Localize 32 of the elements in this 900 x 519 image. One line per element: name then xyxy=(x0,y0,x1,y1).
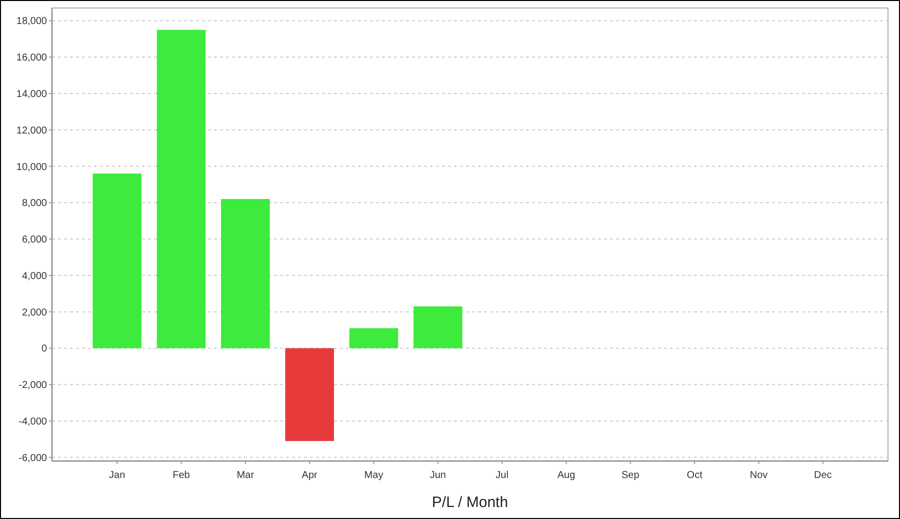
x-tick-label: Aug xyxy=(557,470,576,481)
y-tick-label: 0 xyxy=(41,344,48,355)
y-tick-label: 2,000 xyxy=(22,307,48,318)
y-tick-label: -4,000 xyxy=(18,416,48,428)
y-tick-label: 8,000 xyxy=(22,198,48,210)
x-tick-label: Dec xyxy=(814,470,832,481)
y-tick-label: 12,000 xyxy=(16,125,48,136)
x-tick-label: Jan xyxy=(109,470,126,481)
y-tick-label: -2,000 xyxy=(18,380,48,392)
x-tick-label: Feb xyxy=(172,470,190,481)
bar xyxy=(221,199,270,348)
y-tick-label: -6,000 xyxy=(18,452,48,464)
y-tick-label: 4,000 xyxy=(22,270,48,282)
x-tick-label: Jun xyxy=(430,470,446,481)
x-axis-title: P/L / Month xyxy=(432,494,508,511)
x-tick-label: Mar xyxy=(236,470,255,481)
x-tick-label: Apr xyxy=(302,470,318,481)
x-tick-label: Oct xyxy=(686,470,703,481)
x-tick-label: Sep xyxy=(622,470,640,481)
y-tick-label: 18,000 xyxy=(16,16,48,28)
bar xyxy=(92,174,142,348)
bar xyxy=(285,348,334,441)
y-tick-label: 6,000 xyxy=(22,234,48,246)
bar xyxy=(414,306,462,348)
y-tick-label: 10,000 xyxy=(16,162,48,173)
x-tick-label: May xyxy=(364,470,384,481)
y-tick-label: 16,000 xyxy=(16,52,48,64)
x-tick-label: Jul xyxy=(496,470,508,481)
y-tick-label: 14,000 xyxy=(16,89,48,100)
bar xyxy=(349,328,398,348)
bar xyxy=(156,30,206,348)
x-tick-label: Nov xyxy=(750,470,768,481)
